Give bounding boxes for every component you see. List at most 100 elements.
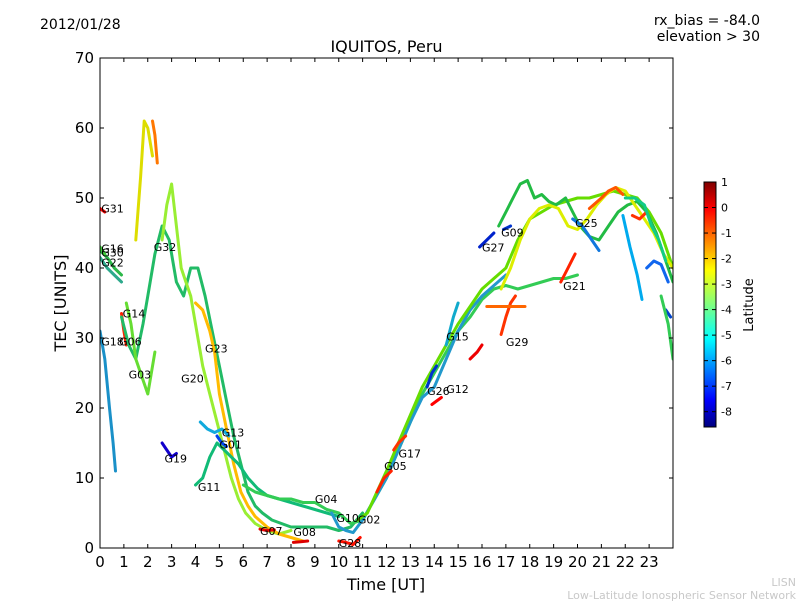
x-tick-label: 5 (215, 553, 225, 571)
series-G19 (160, 441, 178, 459)
x-tick-label: 22 (616, 553, 635, 571)
prn-label-G22: G22 (101, 256, 124, 269)
x-tick-label: 21 (592, 553, 611, 571)
series-G22 (100, 256, 123, 284)
series-G01 (215, 434, 228, 448)
y-tick-label: 30 (75, 329, 94, 347)
colorbar-tick-label: -3 (721, 278, 732, 291)
prn-label-G15: G15 (446, 331, 469, 344)
prn-label-G30: G30 (101, 247, 124, 260)
prn-label-G18: G18 (101, 336, 124, 349)
series-G09b (502, 224, 513, 231)
x-tick-label: 11 (353, 553, 372, 571)
colorbar-tick-label: 1 (721, 176, 728, 189)
series-G24 (621, 214, 644, 301)
prn-label-G32: G32 (154, 241, 177, 254)
colorbar (703, 181, 717, 428)
series-G21 (559, 252, 577, 284)
y-tick-label: 40 (75, 259, 94, 277)
x-axis-label: Time [UT] (346, 575, 425, 594)
prn-label-G27: G27 (482, 242, 505, 255)
x-tick-label: 6 (238, 553, 248, 571)
prn-label-G20: G20 (181, 373, 204, 386)
y-tick-label: 50 (75, 189, 94, 207)
series-G13 (198, 420, 231, 438)
colorbar-tick-label: -1 (721, 227, 732, 240)
prn-label-G21: G21 (563, 280, 586, 293)
colorbar-tick-label: -5 (721, 329, 732, 342)
x-tick-label: 13 (401, 553, 420, 571)
rx-bias-label: rx_bias = -84.0 elevation > 30 (654, 13, 760, 45)
series-G31 (100, 207, 107, 214)
prn-label-G19: G19 (164, 452, 187, 465)
prn-label-G08: G08 (293, 526, 316, 539)
x-tick-label: 15 (449, 553, 468, 571)
prn-label-G11: G11 (198, 481, 221, 494)
colorbar-tick-label: -4 (721, 304, 732, 317)
series-G25b (630, 210, 649, 221)
date-label: 2012/01/28 (40, 17, 121, 33)
series-G12 (430, 396, 443, 406)
x-tick-label: 0 (95, 553, 105, 571)
prn-label-G16: G16 (101, 242, 124, 255)
chart-title: IQUITOS, Peru (330, 37, 443, 56)
prn-label-G07: G07 (260, 525, 283, 538)
series-G15 (444, 301, 460, 347)
series-G32 (134, 119, 154, 242)
prn-label-G12: G12 (446, 383, 469, 396)
x-tick-label: 9 (310, 553, 320, 571)
series-G09 (497, 179, 673, 284)
prn-label-G03: G03 (129, 368, 152, 381)
series-G10 (330, 273, 508, 535)
x-tick-label: 17 (496, 553, 515, 571)
series-G06 (120, 224, 365, 532)
colorbar-tick-label: 0 (721, 202, 728, 215)
x-tick-label: 10 (329, 553, 348, 571)
y-axis-label: TEC [UNITS] (51, 255, 70, 353)
prn-label-G01: G01 (219, 438, 242, 451)
series-G30 (100, 245, 107, 256)
y-tick-label: 0 (84, 539, 94, 557)
y-tick-label: 10 (75, 469, 94, 487)
colorbar-tick-label: -2 (721, 253, 732, 266)
colorbar-ticks: 1 0 -1 -2 -3 -4 -5 -6 -7 -8 (704, 176, 732, 419)
colorbar-tick-label: -6 (721, 355, 732, 368)
prn-label-G31: G31 (101, 203, 124, 216)
prn-label-G17: G17 (398, 448, 421, 461)
series-G21b (587, 186, 625, 210)
prn-label-G05: G05 (384, 460, 407, 473)
prn-label-G26: G26 (427, 385, 450, 398)
prn-label-G29: G29 (506, 336, 529, 349)
x-tick-label: 1 (119, 553, 129, 571)
x-tick-label: 20 (568, 553, 587, 571)
x-tick-label: 3 (167, 553, 177, 571)
series-layer (100, 119, 673, 546)
series-G23 (194, 301, 305, 543)
rx-bias-text: rx_bias = -84.0 (653, 13, 760, 29)
y-tick-label: 60 (75, 119, 94, 137)
prn-label-G28: G28 (339, 537, 362, 550)
x-tick-label: 12 (377, 553, 396, 571)
x-tick-label: 4 (191, 553, 201, 571)
x-tick-label: 2 (143, 553, 153, 571)
series-G25e (664, 308, 673, 319)
series-G32b (151, 119, 159, 165)
series-G08 (291, 539, 310, 544)
prn-label-G06: G06 (119, 336, 142, 349)
x-tick-label: 23 (640, 553, 659, 571)
prn-label-G09: G09 (501, 226, 524, 239)
x-tick-label: 19 (544, 553, 563, 571)
footer-org: LISN (771, 576, 796, 589)
prn-label-G13: G13 (222, 427, 245, 440)
x-tick-label: 14 (425, 553, 444, 571)
series-G26 (425, 364, 439, 389)
y-axis: 0 10 20 30 40 50 60 70 (75, 49, 673, 557)
footer: LISN Low-Latitude Ionospheric Sensor Net… (567, 576, 796, 602)
x-axis: 0 1 2 3 4 5 6 7 8 9 10 11 12 13 14 15 16 17 18 19 20 21 22 23 (95, 58, 659, 571)
series-G24b (659, 294, 673, 361)
series-G28 (337, 536, 362, 546)
series-G29 (499, 294, 517, 336)
footer-org-full: Low-Latitude Ionospheric Sensor Network (567, 589, 796, 602)
